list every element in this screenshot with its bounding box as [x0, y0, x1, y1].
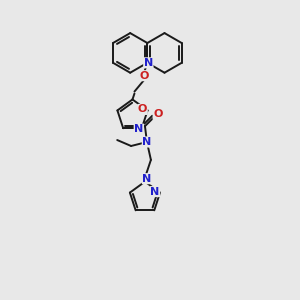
Text: N: N	[142, 137, 152, 147]
Text: O: O	[138, 104, 147, 114]
Text: N: N	[134, 124, 143, 134]
Text: N: N	[151, 187, 160, 196]
Text: O: O	[153, 109, 163, 119]
Text: N: N	[142, 174, 152, 184]
Text: O: O	[140, 71, 149, 81]
Text: N: N	[144, 58, 153, 68]
